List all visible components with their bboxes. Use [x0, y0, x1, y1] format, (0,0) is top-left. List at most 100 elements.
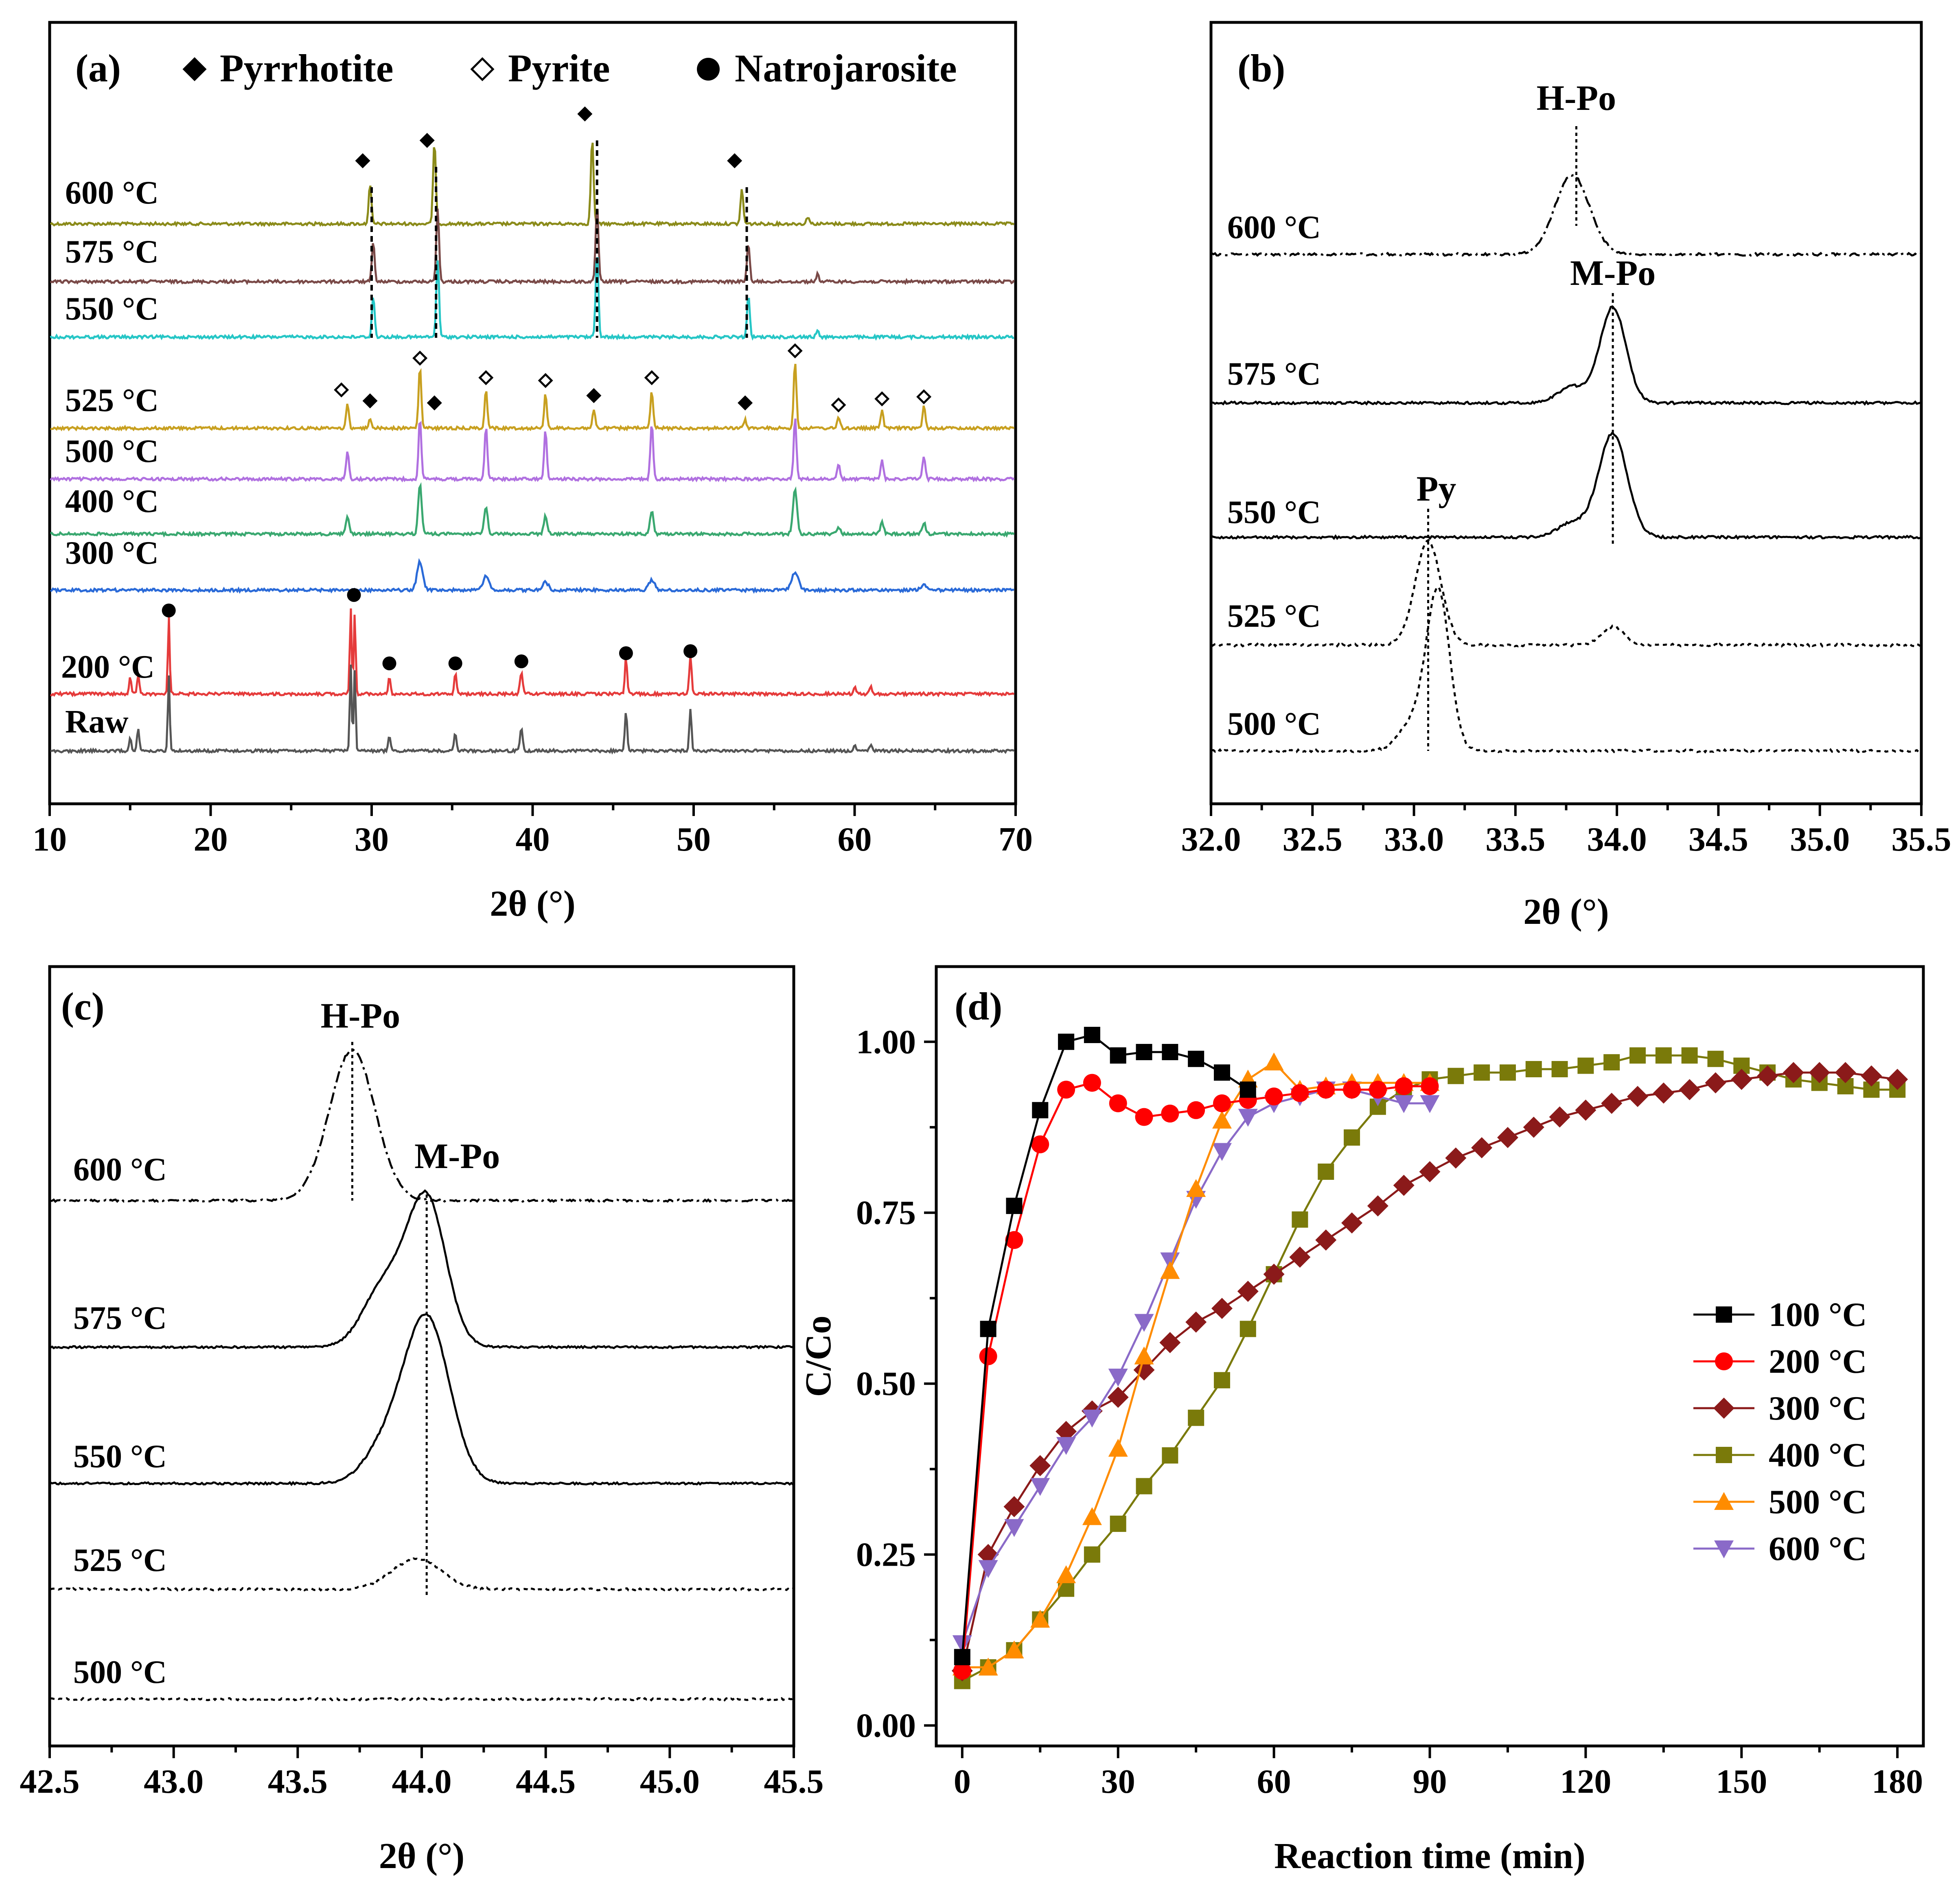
xrd-trace: [50, 1697, 794, 1702]
series-label: 300 °C: [65, 535, 159, 571]
data-point: [1265, 1087, 1283, 1106]
pyrrhotite-peak-marker: [419, 133, 435, 148]
panel-label: (a): [75, 46, 121, 90]
data-point: [1005, 1231, 1023, 1249]
data-point: [1185, 1311, 1207, 1333]
data-point: [1603, 1054, 1620, 1071]
data-point: [1393, 1175, 1415, 1196]
natrojarosite-peak-marker: [514, 654, 528, 668]
y-axis-label: C/Co: [798, 1316, 839, 1397]
data-point: [1108, 1368, 1128, 1387]
xrd-trace: [50, 208, 1015, 285]
x-tick-label: 180: [1872, 1763, 1923, 1800]
y-tick-label: 0.50: [856, 1365, 916, 1403]
data-point: [1030, 1610, 1050, 1628]
legend-label: 500 °C: [1769, 1483, 1867, 1521]
x-tick-label: 60: [838, 820, 872, 858]
x-tick-label: 120: [1560, 1763, 1611, 1800]
series-line: [961, 1081, 1430, 1671]
data-point: [1369, 1081, 1387, 1099]
legend-label: Pyrite: [508, 46, 610, 90]
natrojarosite-peak-marker: [382, 656, 396, 670]
natrojarosite-marker: [697, 58, 720, 81]
data-point: [1318, 1163, 1334, 1180]
data-point: [1551, 1061, 1568, 1077]
data-point: [1714, 1540, 1734, 1558]
legend: 100 °C 200 °C 300 °C 400 °C 500 °C 600 °C: [1693, 1296, 1867, 1568]
data-point: [1497, 1127, 1518, 1148]
data-point: [1213, 1094, 1231, 1112]
data-point: [1004, 1519, 1024, 1537]
data-point: [1394, 1095, 1414, 1113]
pyrite-peak-marker: [334, 382, 349, 398]
x-tick-label: 70: [999, 820, 1033, 858]
data-point: [1213, 1064, 1230, 1081]
data-point: [978, 1560, 998, 1578]
legend-label: Pyrrhotite: [220, 46, 393, 90]
y-tick-label: 0.25: [856, 1536, 916, 1574]
natrojarosite-peak-marker: [448, 656, 462, 670]
data-point: [1471, 1137, 1493, 1159]
series-1: [953, 1074, 1439, 1680]
data-point: [1887, 1069, 1908, 1090]
panel-label: (b): [1237, 46, 1285, 90]
legend-label: 400 °C: [1769, 1436, 1867, 1474]
data-point: [1757, 1065, 1778, 1087]
data-point: [1056, 1437, 1076, 1455]
legend: Pyrrhotite Pyrite Natrojarosite: [182, 46, 957, 90]
data-point: [1291, 1084, 1309, 1102]
xrd-trace: [1211, 585, 1920, 754]
panel-a: 10 20 30 40 50 60 70 2θ (°) (a) Pyrrhotite Pyrite N…: [33, 21, 1033, 924]
pyrrhotite-peak-marker: [586, 388, 602, 403]
data-point: [1212, 1110, 1232, 1129]
data-point: [1714, 1492, 1734, 1510]
data-point: [1082, 1507, 1102, 1525]
series-3: [954, 1047, 1906, 1689]
series-label: 575 °C: [73, 1300, 167, 1336]
data-point: [1240, 1321, 1256, 1337]
data-point: [1629, 1047, 1646, 1064]
natrojarosite-peak-marker: [347, 588, 361, 602]
series-line: [962, 1061, 1430, 1669]
natrojarosite-peak-marker: [683, 644, 698, 658]
x-tick-label: 30: [355, 820, 389, 858]
data-point: [1577, 1057, 1594, 1074]
plot-frame: [48, 965, 795, 1748]
data-point: [1107, 1387, 1129, 1408]
series-label: 575 °C: [1227, 356, 1321, 392]
x-tick-label: 30: [1101, 1763, 1135, 1800]
series-label: 550 °C: [73, 1439, 167, 1475]
data-point: [1419, 1161, 1441, 1182]
peak-annotation: H-Po: [1537, 79, 1616, 118]
data-point: [954, 1649, 970, 1665]
data-point: [1601, 1092, 1623, 1114]
x-tick-label: 150: [1716, 1763, 1767, 1800]
data-point: [1213, 1372, 1230, 1389]
pyrrhotite-peak-marker: [362, 393, 378, 409]
data-point: [1783, 1062, 1804, 1083]
xrd-trace: [50, 665, 1015, 755]
xrd-trace: [50, 482, 1015, 538]
data-point: [1679, 1079, 1700, 1100]
series-label: 500 °C: [1227, 706, 1321, 742]
data-point: [1240, 1081, 1256, 1098]
peak-annotation: M-Po: [414, 1137, 500, 1176]
xrd-trace: [1211, 174, 1921, 257]
series-label: 500 °C: [73, 1654, 167, 1690]
data-point: [980, 1321, 996, 1337]
x-axis-label: Reaction time (min): [1274, 1836, 1586, 1876]
data-point: [1289, 1246, 1311, 1268]
x-axis-label: 2θ (°): [379, 1836, 464, 1876]
data-point: [1136, 1044, 1152, 1060]
x-tick-label: 32.5: [1283, 820, 1342, 858]
data-point: [1238, 1109, 1258, 1127]
x-tick-label: 33.0: [1384, 820, 1444, 858]
data-point: [1032, 1102, 1049, 1118]
legend-label: 200 °C: [1769, 1343, 1867, 1380]
x-tick-label: 50: [677, 820, 711, 858]
data-point: [1523, 1116, 1544, 1138]
x-tick-label: 43.0: [144, 1763, 204, 1800]
x-tick-label: 60: [1257, 1763, 1291, 1800]
data-point: [1110, 1516, 1126, 1532]
